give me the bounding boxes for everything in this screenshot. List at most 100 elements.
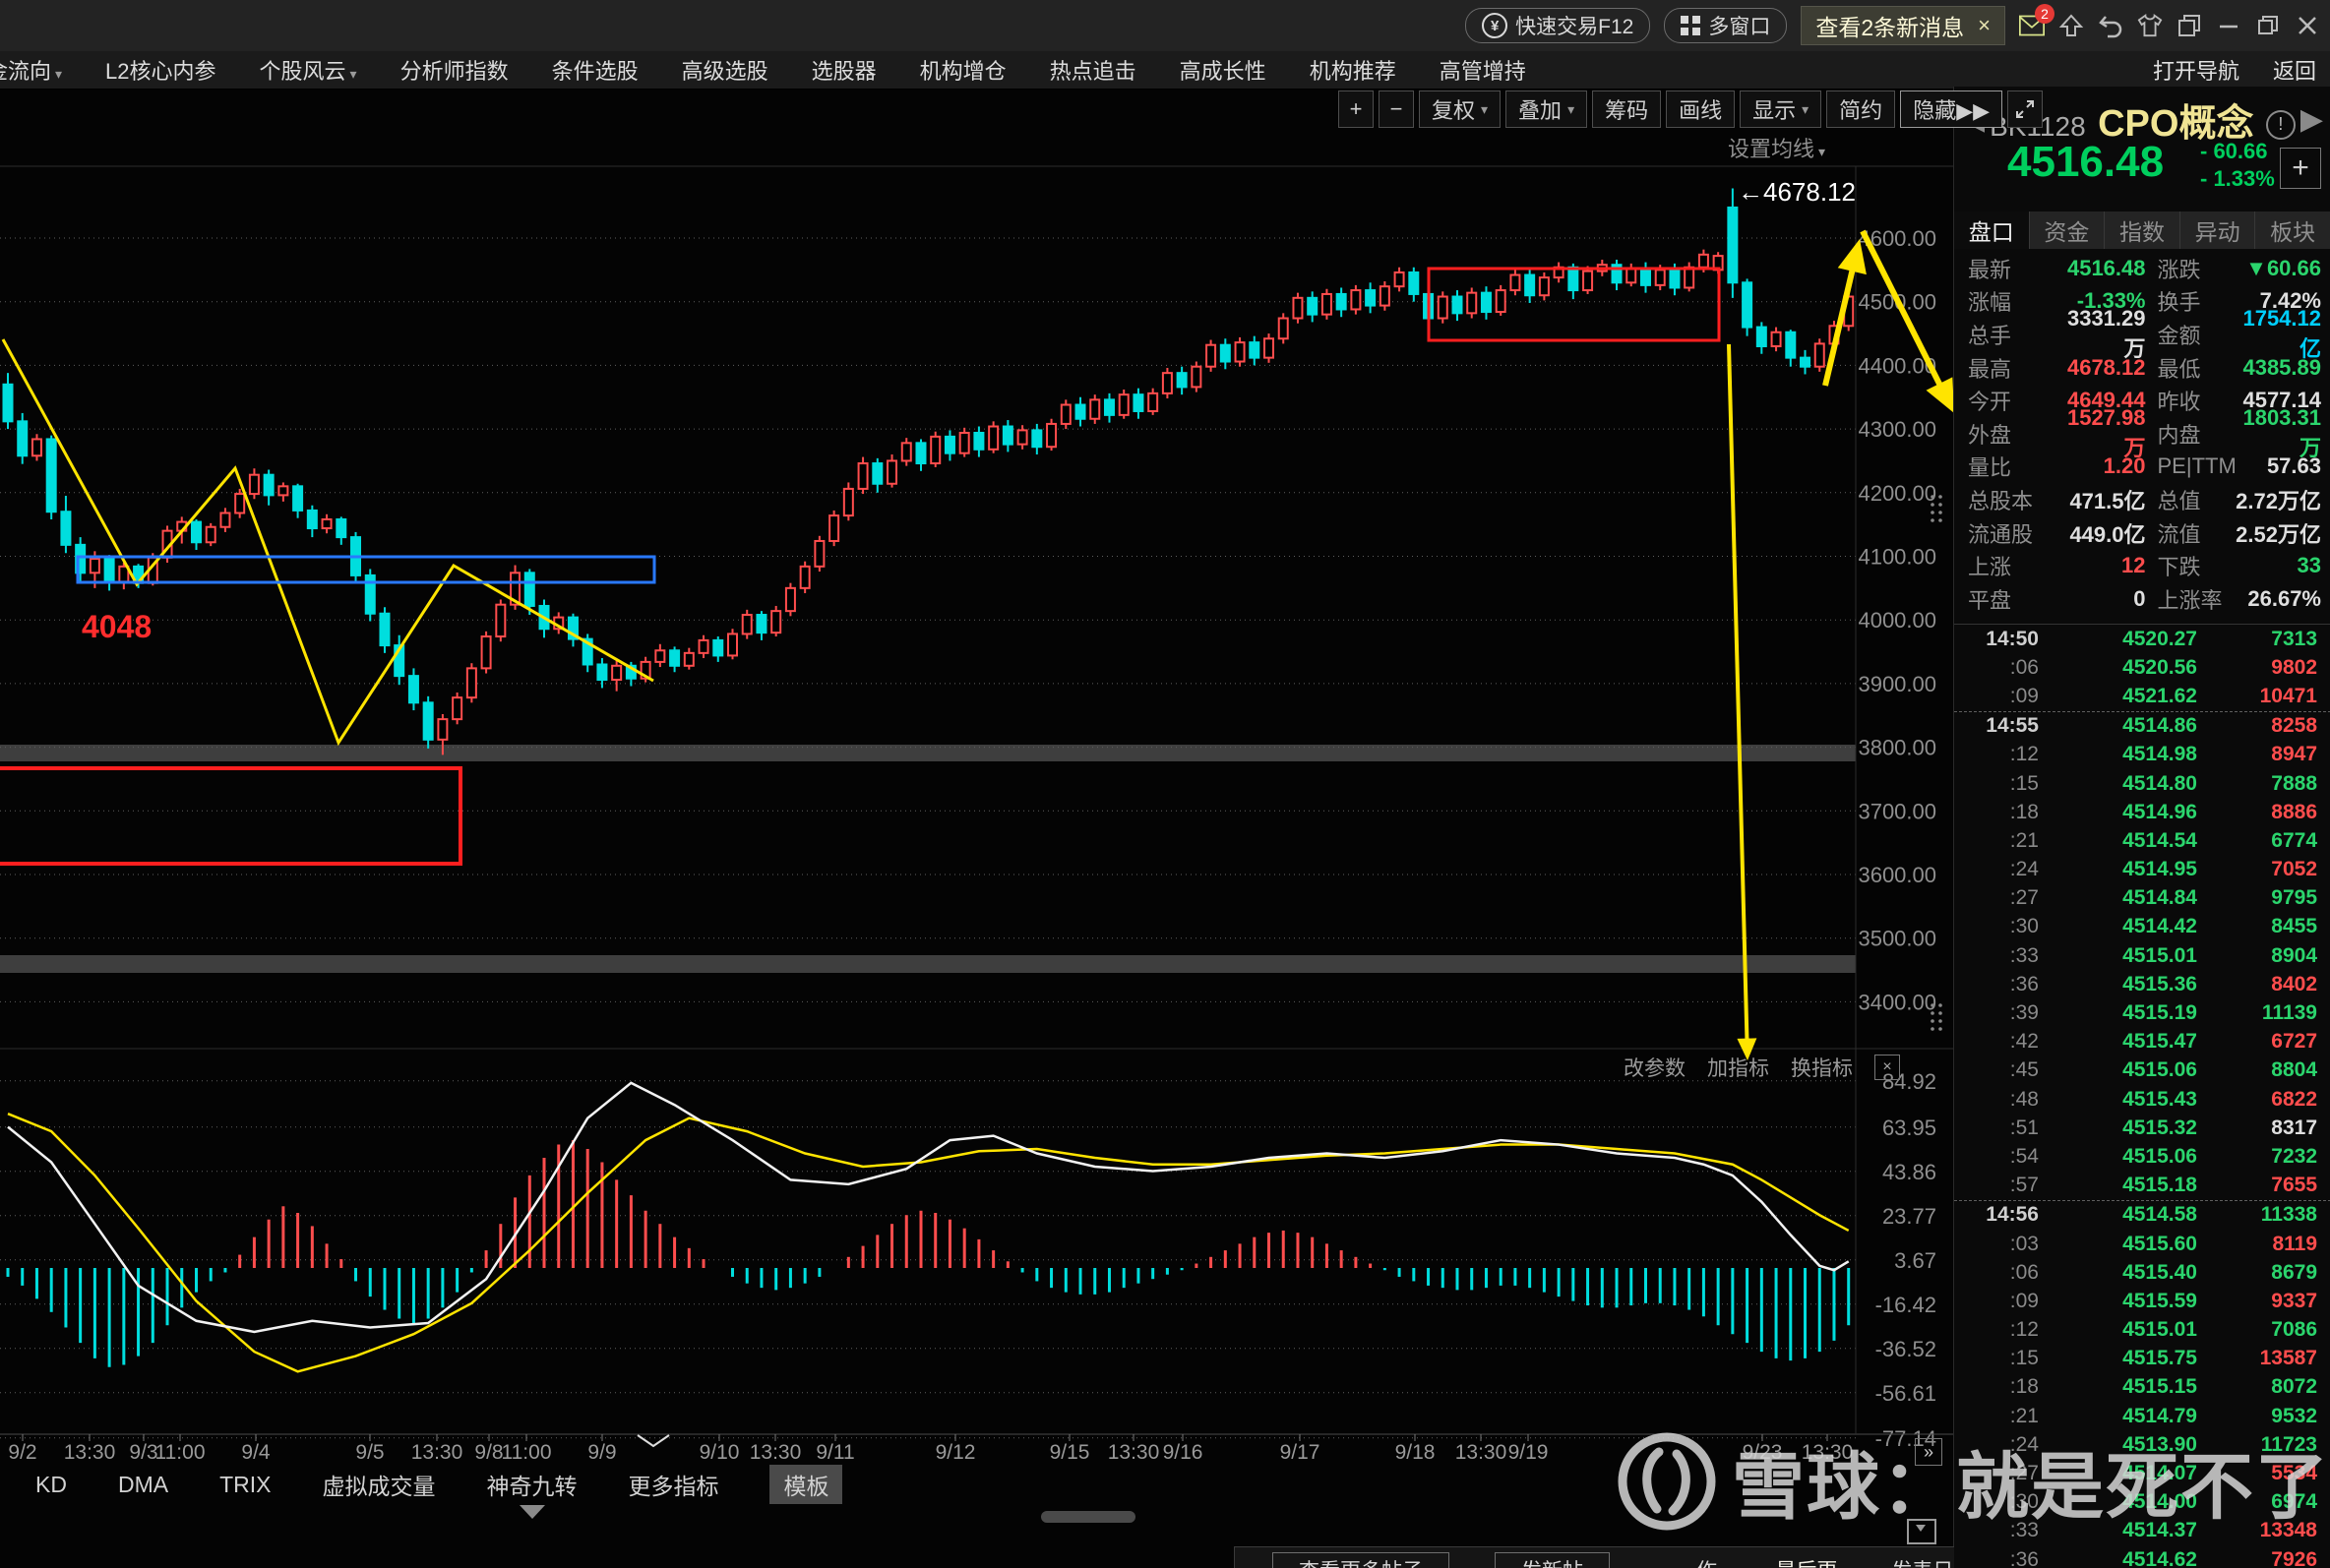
mail-icon[interactable]: 2 <box>2019 4 2054 38</box>
indicator-tab-神奇九转[interactable]: 神奇九转 <box>486 1474 578 1499</box>
panel-tab-资金[interactable]: 资金 <box>2030 211 2106 249</box>
zigzag-annotation[interactable] <box>1 338 654 747</box>
red-annotation-rect-left[interactable] <box>0 766 462 866</box>
tick-row[interactable]: :36 4514.62 7926 <box>2009 1547 2317 1568</box>
yellow-arrow-down[interactable] <box>1860 229 1953 413</box>
tooltip-close-icon[interactable]: × <box>1978 13 1991 37</box>
tick-row[interactable]: 14:50 4520.27 7313 <box>1986 627 2317 650</box>
menu-item-条件选股[interactable]: 条件选股 <box>551 59 639 84</box>
tick-row[interactable]: :24 4513.90 11723 <box>2009 1432 2317 1456</box>
toolbar-button-隐藏▶▶[interactable]: 隐藏▶▶ <box>1900 90 2003 128</box>
tick-row[interactable]: :12 4514.98 8947 <box>2009 743 2317 766</box>
zoom-out-button[interactable]: − <box>1379 90 1414 128</box>
tick-row[interactable]: :36 4515.36 8402 <box>2009 972 2317 995</box>
tick-row[interactable]: :54 4515.06 7232 <box>2009 1144 2317 1168</box>
tick-row[interactable]: :33 4515.01 8904 <box>2009 943 2317 967</box>
indicator-tab-DMA[interactable]: DMA <box>117 1471 169 1497</box>
add-to-watchlist-button[interactable]: + <box>2280 148 2321 189</box>
zoom-in-button[interactable]: + <box>1338 90 1374 128</box>
post-date-sort-label[interactable]: 发表日↓ <box>1891 1555 1954 1568</box>
tick-row[interactable]: :57 4515.18 7655 <box>1954 1172 2330 1201</box>
toolbar-button-筹码[interactable]: 筹码 <box>1592 90 1662 128</box>
indicator-tab-KD[interactable]: KD <box>35 1471 67 1497</box>
yellow-arrow-long[interactable] <box>1727 343 1757 1060</box>
tick-row[interactable]: :15 4515.75 13587 <box>2009 1347 2317 1370</box>
tick-row[interactable]: :27 4514.84 9795 <box>2009 886 2317 910</box>
tick-row[interactable]: :24 4514.95 7052 <box>2009 858 2317 881</box>
tick-row[interactable]: :30 4514.00 6974 <box>2009 1490 2317 1514</box>
panel-tab-异动[interactable]: 异动 <box>2180 211 2256 249</box>
support-zone-rect[interactable] <box>76 555 656 584</box>
next-stock-arrow[interactable]: ▶ <box>2299 103 2323 136</box>
tick-row[interactable]: 14:55 4514.86 8258 <box>1986 714 2317 738</box>
tick-row[interactable]: :09 4515.59 9337 <box>2009 1289 2317 1312</box>
menu-item-高管增持[interactable]: 高管增持 <box>1439 59 1526 84</box>
menu-item-热点追击[interactable]: 热点追击 <box>1049 59 1136 84</box>
menu-item-机构增仓[interactable]: 机构增仓 <box>919 59 1007 84</box>
panel-tab-指数[interactable]: 指数 <box>2105 211 2180 249</box>
quick-trade-button[interactable]: ¥ 快速交易F12 <box>1465 8 1651 43</box>
indicator-tab-更多指标[interactable]: 更多指标 <box>628 1474 719 1499</box>
new-post-button[interactable]: 发新帖 <box>1495 1552 1610 1568</box>
info-icon[interactable]: ! <box>2265 109 2296 140</box>
menu-item-L2核心内参[interactable]: L2核心内参 <box>105 59 216 84</box>
tick-row[interactable]: :18 4515.15 8072 <box>2009 1375 2317 1399</box>
tick-row[interactable]: :45 4515.06 8804 <box>2009 1058 2317 1082</box>
menu-right-打开导航[interactable]: 打开导航 <box>2152 59 2239 84</box>
indicator-link-换指标[interactable]: 换指标 <box>1791 1057 1853 1080</box>
toolbar-button-叠加[interactable]: 叠加 ▾ <box>1505 90 1588 128</box>
red-annotation-rect-consolidation[interactable] <box>1427 267 1721 342</box>
tick-row[interactable]: :42 4515.47 6727 <box>2009 1030 2317 1054</box>
restore-icon[interactable] <box>2255 13 2281 38</box>
splitter-handle[interactable] <box>1931 1003 1942 1031</box>
tick-row[interactable]: :12 4515.01 7086 <box>2009 1318 2317 1342</box>
tick-row[interactable]: :21 4514.54 6774 <box>2009 828 2317 852</box>
toolbar-button-显示[interactable]: 显示 ▾ <box>1740 90 1822 128</box>
indicator-link-改参数[interactable]: 改参数 <box>1624 1057 1686 1080</box>
multi-window-button[interactable]: 多窗口 <box>1664 8 1788 43</box>
author-column-label[interactable]: 作者 <box>1696 1555 1732 1568</box>
new-message-tooltip[interactable]: 查看2条新消息 × <box>1801 6 2005 45</box>
tick-row[interactable]: :51 4515.32 8317 <box>2009 1116 2317 1139</box>
indicator-expand-button[interactable]: » <box>1915 1438 1942 1466</box>
menu-item-分析师指数[interactable]: 分析师指数 <box>399 59 509 84</box>
menu-item-高成长性[interactable]: 高成长性 <box>1179 59 1266 84</box>
tick-row[interactable]: :30 4514.42 8455 <box>2009 915 2317 938</box>
yellow-arrow-up[interactable] <box>1822 239 1867 387</box>
toolbar-button-简约[interactable]: 简约 <box>1826 90 1896 128</box>
splitter-handle[interactable] <box>1931 495 1942 522</box>
horizontal-scrollbar-thumb[interactable] <box>1041 1511 1135 1523</box>
tick-row[interactable]: :06 4520.56 9802 <box>2009 655 2317 679</box>
tick-row[interactable]: :39 4515.19 11139 <box>2009 1001 2317 1025</box>
tick-row[interactable]: 14:56 4514.58 11338 <box>1986 1203 2317 1227</box>
dock-panel-icon[interactable] <box>1907 1519 1936 1544</box>
popout-icon[interactable] <box>2177 13 2202 38</box>
undo-icon[interactable] <box>2098 13 2123 38</box>
fullscreen-icon[interactable] <box>2007 90 2044 128</box>
tick-row[interactable]: :21 4514.79 9532 <box>2009 1404 2317 1427</box>
tick-row[interactable]: :33 4514.37 13348 <box>2009 1519 2317 1542</box>
tick-list[interactable]: 14:50 4520.27 7313 :06 4520.56 9802 :09 4521.62… <box>1954 624 2330 1568</box>
tick-row[interactable]: :03 4515.60 8119 <box>2009 1232 2317 1255</box>
menu-item-高级选股[interactable]: 高级选股 <box>681 59 768 84</box>
menu-item-选股器[interactable]: 选股器 <box>811 59 877 84</box>
minimize-icon[interactable] <box>2216 13 2241 38</box>
panel-tab-板块[interactable]: 板块 <box>2255 211 2330 249</box>
indicator-tab-模板[interactable]: 模板 <box>769 1465 843 1504</box>
arrow-up-icon[interactable] <box>2058 13 2084 38</box>
tick-row[interactable]: :15 4514.80 7888 <box>2009 771 2317 795</box>
indicator-tab-虚拟成交量[interactable]: 虚拟成交量 <box>322 1474 436 1499</box>
more-posts-button[interactable]: 查看更多帖子 <box>1272 1552 1449 1568</box>
indicator-close-icon[interactable]: × <box>1874 1055 1900 1080</box>
menu-item-金流向[interactable]: 金流向▾ <box>0 59 63 84</box>
ma-settings-dropdown[interactable]: 设置均线 ▾ <box>1728 137 1826 161</box>
menu-item-个股风云[interactable]: 个股风云 ▾ <box>259 59 357 84</box>
tick-row[interactable]: :09 4521.62 10471 <box>1954 682 2330 712</box>
indicator-tab-TRIX[interactable]: TRIX <box>219 1471 272 1497</box>
toolbar-button-复权[interactable]: 复权 ▾ <box>1419 90 1502 128</box>
panel-tab-盘口[interactable]: 盘口 <box>1954 211 2030 249</box>
last-update-sort-label[interactable]: 最后更新↓ <box>1775 1555 1856 1568</box>
tick-row[interactable]: :06 4515.40 8679 <box>2009 1260 2317 1284</box>
indicator-link-加指标[interactable]: 加指标 <box>1707 1057 1769 1080</box>
toolbar-button-画线[interactable]: 画线 <box>1666 90 1736 128</box>
